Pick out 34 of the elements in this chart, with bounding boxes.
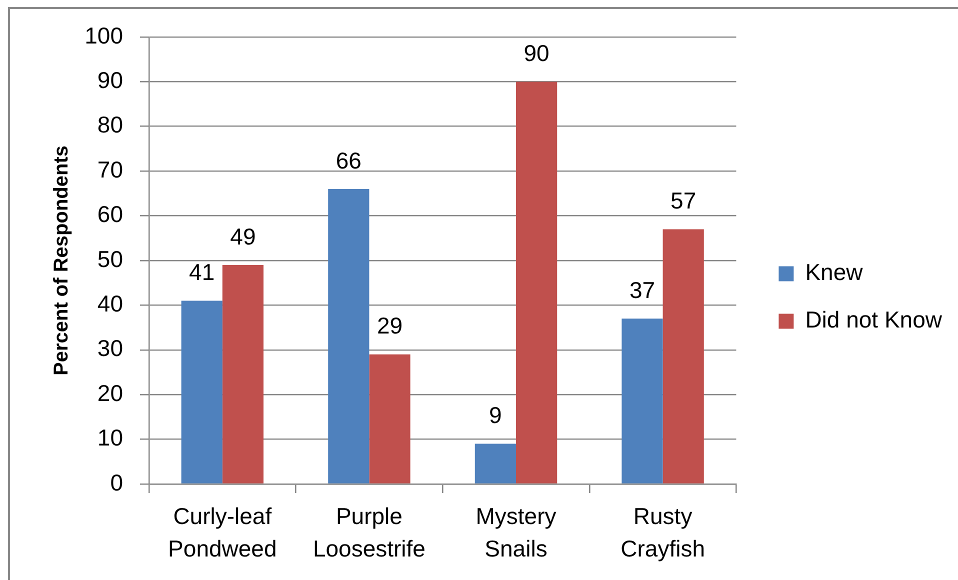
y-tick-label: 10: [97, 424, 123, 451]
y-tick-label: 80: [97, 112, 123, 138]
bar: [516, 82, 558, 484]
bar: [662, 229, 704, 484]
x-tick-label: Rusty Crayfish: [620, 502, 705, 562]
y-tick-label: 30: [97, 335, 123, 362]
data-label: 9: [489, 402, 502, 428]
y-tick-label: 90: [97, 67, 123, 94]
data-label: 41: [189, 259, 215, 286]
bar: [474, 444, 516, 484]
x-tick-label: Mystery Snails: [476, 502, 557, 562]
bar: [369, 354, 410, 484]
y-tick-label: 100: [84, 22, 123, 48]
x-tick-label: Curly-leaf Pondweed: [168, 502, 277, 562]
bar: [181, 300, 222, 484]
data-label: 49: [230, 223, 256, 250]
data-label: 37: [629, 276, 656, 303]
data-label: 57: [670, 188, 696, 214]
bar: [622, 318, 663, 484]
legend-label: Knew: [805, 259, 864, 286]
legend-label: Did not Know: [805, 306, 942, 333]
y-tick-label: 60: [97, 201, 123, 228]
data-label: 29: [376, 312, 403, 339]
data-label: 90: [524, 40, 550, 66]
y-axis-title: Percent of Respondents: [50, 145, 73, 376]
bar: [222, 264, 264, 484]
bar: [328, 188, 370, 484]
y-tick-label: 0: [110, 469, 123, 496]
y-tick-label: 70: [97, 156, 123, 182]
data-label: 66: [336, 147, 362, 174]
x-tick-label: Purple Loosestrife: [312, 502, 426, 562]
y-tick-label: 40: [97, 290, 123, 317]
y-tick-label: 50: [97, 246, 123, 272]
y-tick-label: 20: [97, 380, 123, 406]
